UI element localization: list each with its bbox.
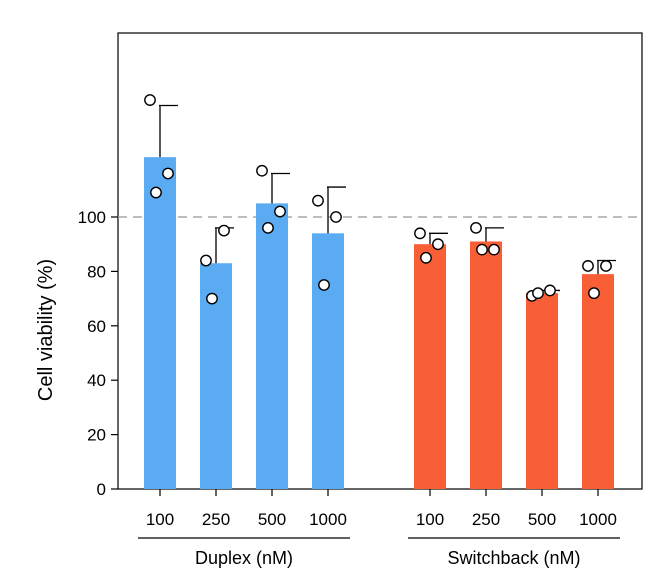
data-point-switchback-500-2 — [544, 284, 556, 297]
data-point-switchback-100-3 — [420, 251, 432, 264]
y-tick-label-20: 20 — [87, 426, 106, 445]
data-point-duplex-100-1 — [144, 94, 156, 106]
bar-switchback-250 — [470, 241, 502, 489]
data-point-switchback-1000-3 — [588, 287, 600, 300]
x-tick-label-duplex-500: 500 — [258, 510, 286, 529]
data-point-duplex-100-2 — [162, 167, 174, 180]
data-point-duplex-100-3 — [150, 186, 162, 199]
bar-duplex-1000 — [312, 233, 344, 489]
data-point-duplex-500-2 — [274, 205, 286, 218]
bar-duplex-500 — [256, 203, 288, 489]
y-tick-label-60: 60 — [87, 317, 106, 336]
data-point-switchback-100-1 — [414, 227, 426, 240]
data-point-duplex-1000-2 — [330, 211, 342, 223]
data-point-duplex-500-3 — [262, 221, 274, 234]
data-point-switchback-250-1 — [470, 221, 482, 234]
y-axis-label: Cell viability (%) — [35, 259, 57, 401]
bar-switchback-1000 — [582, 274, 614, 489]
data-point-duplex-250-2 — [218, 224, 230, 237]
data-point-switchback-1000-2 — [600, 260, 612, 272]
y-tick-label-0: 0 — [97, 480, 106, 499]
bar-switchback-500 — [526, 293, 558, 489]
data-point-switchback-1000-1 — [582, 260, 594, 272]
x-tick-label-duplex-1000: 1000 — [309, 510, 347, 529]
x-tick-label-switchback-500: 500 — [528, 510, 556, 529]
plot-frame — [117, 32, 643, 490]
x-tick-label-switchback-1000: 1000 — [579, 510, 617, 529]
y-tick-label-100: 100 — [78, 208, 106, 227]
data-point-switchback-500-3 — [532, 287, 544, 300]
data-point-duplex-250-1 — [200, 254, 212, 267]
data-point-switchback-250-2 — [488, 243, 500, 256]
data-point-duplex-1000-3 — [318, 279, 330, 291]
data-point-duplex-1000-1 — [312, 194, 324, 207]
bar-switchback-100 — [414, 244, 446, 489]
x-tick-label-switchback-250: 250 — [472, 510, 500, 529]
bar-duplex-100 — [144, 157, 176, 489]
x-tick-label-duplex-100: 100 — [146, 510, 174, 529]
y-tick-label-80: 80 — [87, 262, 106, 281]
y-tick-label-40: 40 — [87, 371, 106, 390]
group-label-switchback: Switchback (nM) — [447, 548, 580, 568]
x-tick-label-switchback-100: 100 — [416, 510, 444, 529]
data-point-switchback-250-3 — [476, 243, 488, 256]
data-point-duplex-250-3 — [206, 292, 218, 305]
group-label-duplex: Duplex (nM) — [195, 548, 293, 568]
data-point-switchback-100-2 — [432, 238, 444, 251]
x-tick-label-duplex-250: 250 — [202, 510, 230, 529]
data-point-duplex-500-1 — [256, 164, 268, 177]
